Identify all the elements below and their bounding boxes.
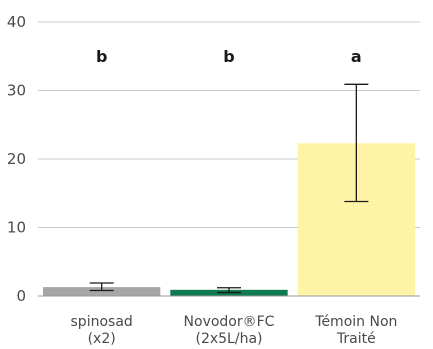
y-tick-label-20: 20 <box>7 150 26 168</box>
significance-letter-1: b <box>96 47 107 66</box>
category-label-line: spinosad <box>71 314 133 330</box>
category-label-1: spinosad (x2) <box>71 314 133 347</box>
y-axis-tick-labels: 0 10 20 30 40 <box>7 13 26 305</box>
category-label-line: Témoin Non <box>314 314 397 330</box>
x-axis-category-labels: spinosad (x2) Novodor®FC (2x5L/ha) Témoin No… <box>71 314 398 347</box>
significance-letter-2: b <box>223 47 234 66</box>
error-bar-1 <box>89 282 114 292</box>
y-tick-label-40: 40 <box>7 13 26 31</box>
error-bar-3 <box>344 83 369 203</box>
category-label-3: Témoin Non Traité <box>314 314 397 347</box>
category-label-line: (2x5L/ha) <box>196 331 263 347</box>
error-bars <box>89 83 369 294</box>
bar-1 <box>43 287 161 296</box>
category-label-line: Traité <box>336 331 376 347</box>
category-label-line: Novodor®FC <box>184 314 275 330</box>
significance-letter-3: a <box>351 47 362 66</box>
category-label-line: (x2) <box>88 331 116 347</box>
error-bar-2 <box>217 287 241 294</box>
category-label-2: Novodor®FC (2x5L/ha) <box>184 314 275 347</box>
y-tick-label-0: 0 <box>16 287 26 305</box>
y-tick-label-10: 10 <box>7 219 26 237</box>
y-tick-label-30: 30 <box>7 82 26 100</box>
bars <box>43 143 415 296</box>
